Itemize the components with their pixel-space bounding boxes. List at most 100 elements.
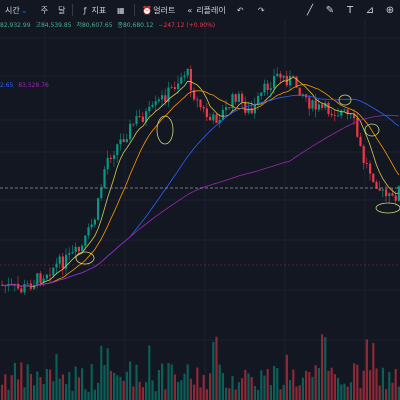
ma-yellow-line [1,76,399,288]
candle-body [145,111,148,122]
volume-bar [55,353,58,400]
change-value: −247.12 (+0.90%) [158,22,216,29]
candle-body [212,114,215,121]
candle-body [81,245,84,252]
volume-bar [122,380,125,400]
candle-body [87,227,90,236]
volume-bar [61,374,64,400]
candle-body [247,108,250,113]
candle-body [372,173,375,183]
replay-button[interactable]: « 리플레이 [180,0,230,20]
zoom-tool[interactable]: ⊕ [380,0,400,20]
volume-bar [378,385,381,400]
candle-body [234,94,237,102]
candle-body [330,113,333,116]
candle-body [77,246,80,252]
ma-blue-line [1,94,400,287]
layout-button[interactable]: ▦ [111,0,132,20]
candle-body [74,246,77,252]
text-tool[interactable]: T [340,0,360,20]
volume-bar [324,337,327,400]
candle-body [116,144,119,156]
candle-body [90,224,93,228]
volume-bar [385,389,388,400]
volume-bar [90,364,93,400]
month-button[interactable]: 달 [53,0,70,20]
volume-bar [154,391,157,400]
candle-body [359,136,362,147]
volume-bar [173,374,176,400]
candle-body [228,107,231,109]
candle-body [324,102,327,108]
volume-bar [10,375,13,400]
candle-body [218,119,221,123]
pen-tool[interactable]: ✎ [320,0,340,20]
volume-bars [1,334,400,400]
candle-body [221,109,224,120]
volume-bar [97,382,100,400]
volume-bar [113,372,116,400]
candle-body [129,123,132,140]
candle-body [314,100,317,110]
volume-bar [58,378,61,400]
candle-body [327,102,330,114]
candle-body [273,76,276,89]
candle-body [100,187,103,199]
candle-body [186,69,189,76]
volume-bar [231,376,234,400]
candle-body [215,114,218,123]
volume-bar [228,388,231,400]
candle-body [106,157,109,170]
volume-bar [189,378,192,400]
volume-bar [29,373,32,400]
candle-body [55,263,58,268]
redo-icon: ↷ [257,5,265,15]
volume-bar [77,377,80,400]
week-button[interactable]: 주 [36,0,53,20]
candle-body [10,283,13,285]
volume-bar [225,387,228,400]
volume-bar [311,376,314,400]
volume-bar [138,381,141,400]
volume-bar [205,389,208,400]
redo-button[interactable]: ↷ [252,0,273,20]
volume-bar [20,362,23,400]
candle-body [343,109,346,111]
volume-bar [244,369,247,400]
volume-bar [129,361,132,400]
trendline-tool-icon: ╱ [306,4,314,16]
candle-body [103,169,106,188]
undo-button[interactable]: ↶ [231,0,252,20]
candle-body [141,116,144,122]
drawn-ellipse [75,251,95,265]
candle-body [378,188,381,191]
volume-bar [106,348,109,400]
candle-body [148,106,151,112]
high-value: 고84,539.85 [35,22,72,29]
alert-button[interactable]: ⏰ 얼러트 [137,0,180,20]
candle-body [250,108,253,114]
candle-body [353,113,356,119]
volume-bar [81,368,84,400]
candle-body [49,274,52,276]
candle-body [23,283,26,293]
volume-bar [164,389,167,400]
indicators-button[interactable]: ƒ 지표 [75,0,111,20]
candle-body [52,267,55,276]
candle-body [333,115,336,116]
candle-body [289,76,292,86]
volume-bar [263,375,266,400]
volume-bar [359,388,362,400]
trendline-tool[interactable]: ╱ [300,0,320,20]
volume-bar [327,370,330,400]
candle-body [266,83,269,90]
interval-button[interactable]: 시간 ⌄ [0,0,36,20]
close-value: 종80,680.12 [117,22,154,29]
chart-grid [0,20,400,400]
candle-body [295,76,298,88]
candlesticks [1,65,400,295]
volume-bar [45,369,48,400]
measure-tool[interactable]: ⊿ [360,0,380,20]
user-drawings[interactable] [75,94,400,265]
